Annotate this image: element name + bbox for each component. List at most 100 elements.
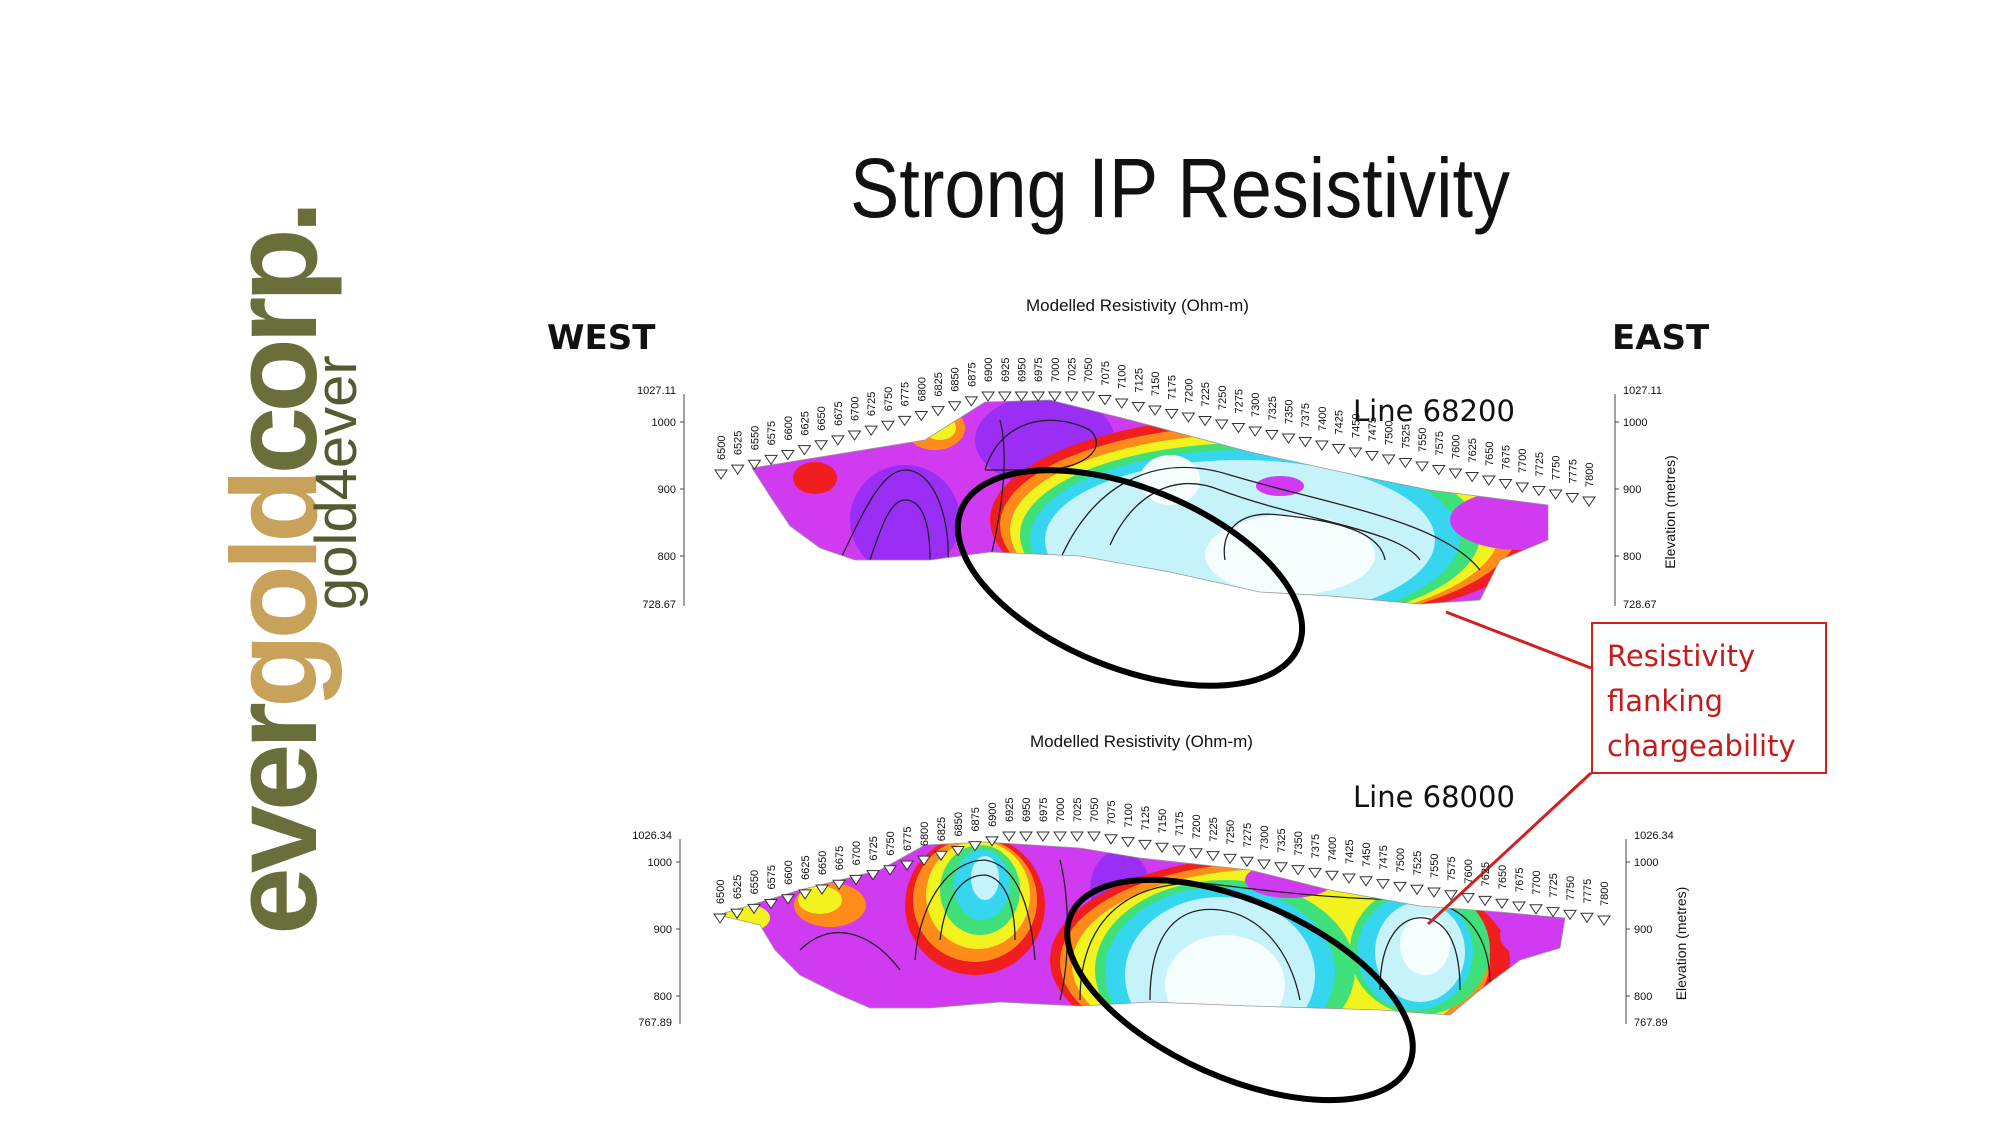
panel-1-outline — [751, 399, 1549, 605]
station-marker — [1376, 879, 1390, 890]
axes-layer: 1027.11 728.67 1027.11 728.67 1000 1000 900 900… — [632, 358, 1689, 1029]
station-marker — [781, 894, 795, 905]
station-marker — [964, 396, 979, 407]
station-marker — [883, 865, 897, 876]
station-marker — [814, 440, 829, 451]
station-marker — [1053, 831, 1067, 842]
station-marker — [1104, 834, 1118, 845]
callout-line: chargeability — [1607, 729, 1796, 763]
station-label: 7750 — [1551, 456, 1563, 480]
station-marker — [849, 874, 863, 886]
station-marker — [1481, 475, 1496, 486]
station-marker — [1444, 890, 1458, 901]
station-marker — [832, 879, 846, 891]
station-marker — [747, 903, 761, 915]
station-marker — [1398, 458, 1413, 469]
station-marker — [917, 855, 931, 867]
station-label: 6700 — [851, 841, 863, 865]
station-label: 6525 — [732, 875, 744, 899]
station-label: 7675 — [1501, 445, 1513, 469]
station-marker — [1114, 398, 1129, 409]
station-marker — [1314, 440, 1329, 451]
station-label: 7625 — [1467, 438, 1479, 462]
station-label: 7350 — [1284, 400, 1296, 424]
station-label: 6675 — [834, 846, 846, 870]
station-label: 7325 — [1267, 396, 1279, 420]
station-label: 6950 — [1021, 798, 1033, 822]
station-label: 7250 — [1225, 820, 1237, 844]
station-marker — [1281, 433, 1296, 444]
slide-title: Strong IP Resistivity — [849, 141, 1511, 235]
station-marker — [830, 435, 845, 446]
station-marker — [1214, 419, 1229, 430]
station-label: 7700 — [1517, 449, 1529, 473]
station-label: 7800 — [1599, 882, 1611, 906]
station-label: 7175 — [1167, 375, 1179, 399]
station-label: 6850 — [953, 812, 965, 836]
callout-line: flanking — [1607, 684, 1724, 718]
station-marker — [1393, 881, 1407, 893]
station-marker — [1087, 831, 1101, 842]
station-marker — [1465, 472, 1480, 483]
station-marker — [1531, 486, 1546, 497]
station-marker — [1448, 468, 1463, 479]
station-label: 6775 — [902, 826, 914, 850]
station-marker — [1582, 496, 1596, 507]
station-label: 7550 — [1429, 854, 1441, 878]
station-marker — [1331, 444, 1346, 455]
station-label: 7550 — [1417, 428, 1429, 452]
station-marker — [968, 841, 982, 852]
panel-2-highlight-ellipse — [1064, 876, 1416, 1104]
elev-tick-right: 800 — [1623, 551, 1641, 563]
station-marker — [1431, 465, 1446, 476]
callout-leader-1 — [1445, 610, 1592, 670]
station-marker — [1097, 395, 1112, 406]
station-marker — [714, 469, 728, 480]
p2-yellow-edge — [720, 904, 770, 932]
station-label: 7150 — [1157, 809, 1169, 833]
station-marker — [764, 454, 779, 466]
station-label: 7575 — [1446, 856, 1458, 880]
station-marker — [1498, 479, 1513, 490]
station-label: 7525 — [1400, 424, 1412, 448]
station-label: 7650 — [1497, 865, 1509, 889]
elev-tick-right: 900 — [1623, 484, 1641, 496]
panel-1-title: Modelled Resistivity (Ohm-m) — [1026, 296, 1249, 315]
station-label: 6975 — [1038, 798, 1050, 822]
station-marker — [1325, 870, 1339, 882]
station-label: 7225 — [1200, 382, 1212, 406]
elev-tick-left: 800 — [658, 551, 676, 563]
station-marker — [985, 836, 999, 847]
station-label: 6875 — [970, 807, 982, 831]
station-marker — [1515, 482, 1530, 493]
station-marker — [1036, 831, 1050, 842]
station-label: 6750 — [885, 831, 897, 855]
p2-white-core — [1165, 935, 1285, 1015]
p1-yellow-spot — [924, 416, 956, 440]
station-marker — [1512, 901, 1526, 912]
station-label: 7375 — [1300, 403, 1312, 427]
station-label: 6800 — [916, 377, 928, 401]
elev-tick-left: 1000 — [648, 857, 672, 869]
p1-white-core — [1205, 515, 1375, 595]
station-marker — [1248, 426, 1263, 437]
station-label: 7075 — [1100, 361, 1112, 385]
station-marker — [997, 391, 1012, 402]
station-label: 6600 — [783, 416, 795, 440]
station-marker — [764, 899, 778, 910]
station-label: 6825 — [933, 372, 945, 396]
station-marker — [1206, 851, 1220, 862]
callout-leader-2 — [1426, 771, 1593, 926]
station-label: 7475 — [1378, 845, 1390, 869]
station-label: 7350 — [1293, 831, 1305, 855]
station-marker — [1298, 437, 1313, 448]
station-marker — [1064, 391, 1079, 402]
station-marker — [1031, 391, 1046, 402]
panel-1-highlight-ellipse — [954, 467, 1306, 689]
station-marker — [1563, 909, 1577, 921]
station-marker — [1548, 489, 1563, 500]
station-marker — [730, 908, 744, 920]
station-marker — [1546, 907, 1560, 918]
station-label: 7300 — [1250, 393, 1262, 417]
station-label: 6925 — [1000, 358, 1012, 382]
